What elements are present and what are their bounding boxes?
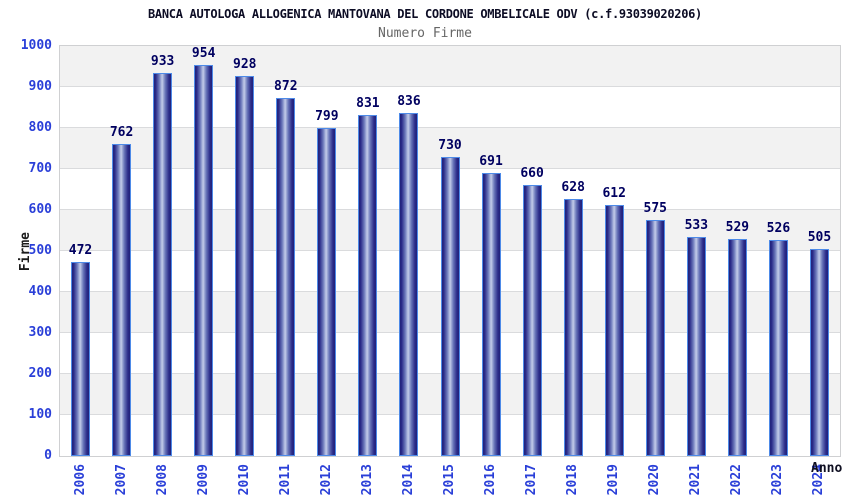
bar bbox=[522, 185, 542, 456]
bar-value-label: 526 bbox=[766, 221, 791, 237]
plot-band bbox=[60, 87, 840, 128]
bar bbox=[563, 198, 583, 456]
x-tick-label: 2021 bbox=[688, 464, 704, 496]
bar bbox=[645, 220, 665, 456]
bar bbox=[686, 237, 706, 456]
bar-value-label: 872 bbox=[274, 79, 298, 95]
x-tick-label: 2015 bbox=[442, 464, 457, 496]
bar-value-label: 762 bbox=[109, 124, 134, 140]
bar bbox=[399, 113, 419, 456]
x-tick-label: 2011 bbox=[277, 464, 293, 496]
bar-value-label: 472 bbox=[68, 243, 93, 259]
x-tick-label: 2017 bbox=[524, 464, 540, 496]
x-tick-label: 2013 bbox=[359, 464, 375, 496]
bar-value-label: 612 bbox=[602, 186, 626, 202]
y-tick-label: 300 bbox=[28, 325, 52, 340]
bar-value-label: 799 bbox=[315, 109, 339, 125]
bar-value-label: 928 bbox=[232, 56, 257, 72]
gridline bbox=[60, 86, 840, 87]
bar-value-label: 628 bbox=[561, 179, 585, 195]
bar bbox=[481, 172, 501, 456]
chart-title: BANCA AUTOLOGA ALLOGENICA MANTOVANA DEL … bbox=[148, 7, 702, 21]
y-tick-label: 700 bbox=[28, 161, 52, 176]
x-tick-label: 2008 bbox=[154, 464, 170, 496]
x-tick-label: 2006 bbox=[72, 464, 88, 496]
y-tick-label: 600 bbox=[28, 202, 52, 217]
x-tick-label: 2016 bbox=[483, 464, 499, 496]
bar-value-label: 831 bbox=[356, 96, 380, 112]
bar bbox=[768, 240, 788, 456]
y-tick-label: 100 bbox=[28, 407, 52, 422]
bar bbox=[71, 262, 91, 456]
x-tick-label: 2023 bbox=[770, 464, 786, 496]
bar bbox=[112, 143, 132, 456]
x-tick-label: 2009 bbox=[195, 464, 211, 496]
y-tick-label: 400 bbox=[28, 284, 52, 299]
bar-value-label: 575 bbox=[643, 201, 667, 217]
bar-value-label: 660 bbox=[520, 166, 544, 182]
x-tick-label: 2010 bbox=[236, 464, 252, 496]
x-tick-label: 2018 bbox=[565, 464, 581, 496]
bar bbox=[358, 115, 378, 456]
bar-value-label: 505 bbox=[807, 229, 832, 245]
bar-value-label: 730 bbox=[438, 137, 462, 153]
bar-value-label: 691 bbox=[479, 153, 503, 169]
x-tick-label: 2022 bbox=[729, 464, 745, 496]
bar bbox=[809, 248, 829, 456]
bar bbox=[727, 239, 747, 456]
y-tick-label: 0 bbox=[44, 448, 52, 463]
bar bbox=[235, 75, 255, 456]
y-tick-label: 500 bbox=[28, 243, 52, 258]
y-tick-label: 900 bbox=[28, 79, 52, 94]
plot-band bbox=[60, 46, 840, 87]
y-tick-label: 200 bbox=[28, 366, 52, 381]
bar-value-label: 933 bbox=[150, 54, 175, 70]
bar bbox=[194, 64, 214, 456]
bar-value-label: 836 bbox=[397, 94, 421, 110]
bar bbox=[440, 156, 460, 456]
bar bbox=[604, 205, 624, 456]
y-tick-label: 800 bbox=[28, 120, 52, 135]
x-tick-label: 2007 bbox=[113, 464, 129, 496]
bar bbox=[153, 73, 173, 456]
bar bbox=[276, 98, 296, 456]
x-tick-label: 2012 bbox=[318, 464, 334, 496]
bar-value-label: 533 bbox=[684, 218, 709, 234]
gridline bbox=[60, 127, 840, 128]
x-tick-label: 2019 bbox=[606, 464, 622, 496]
bar-value-label: 529 bbox=[725, 220, 750, 236]
bar bbox=[317, 128, 337, 456]
x-tick-label: 2020 bbox=[647, 464, 663, 496]
chart-subtitle: Numero Firme bbox=[378, 26, 472, 41]
bar-value-label: 954 bbox=[191, 45, 216, 61]
plot-area: 0 100 200 300 400 500 600 700 800 900 1000 472 2006 7… bbox=[21, 38, 841, 495]
y-tick-label: 1000 bbox=[20, 38, 52, 53]
x-tick-label: 2014 bbox=[400, 464, 416, 496]
x-axis-title: Anno bbox=[811, 461, 843, 476]
